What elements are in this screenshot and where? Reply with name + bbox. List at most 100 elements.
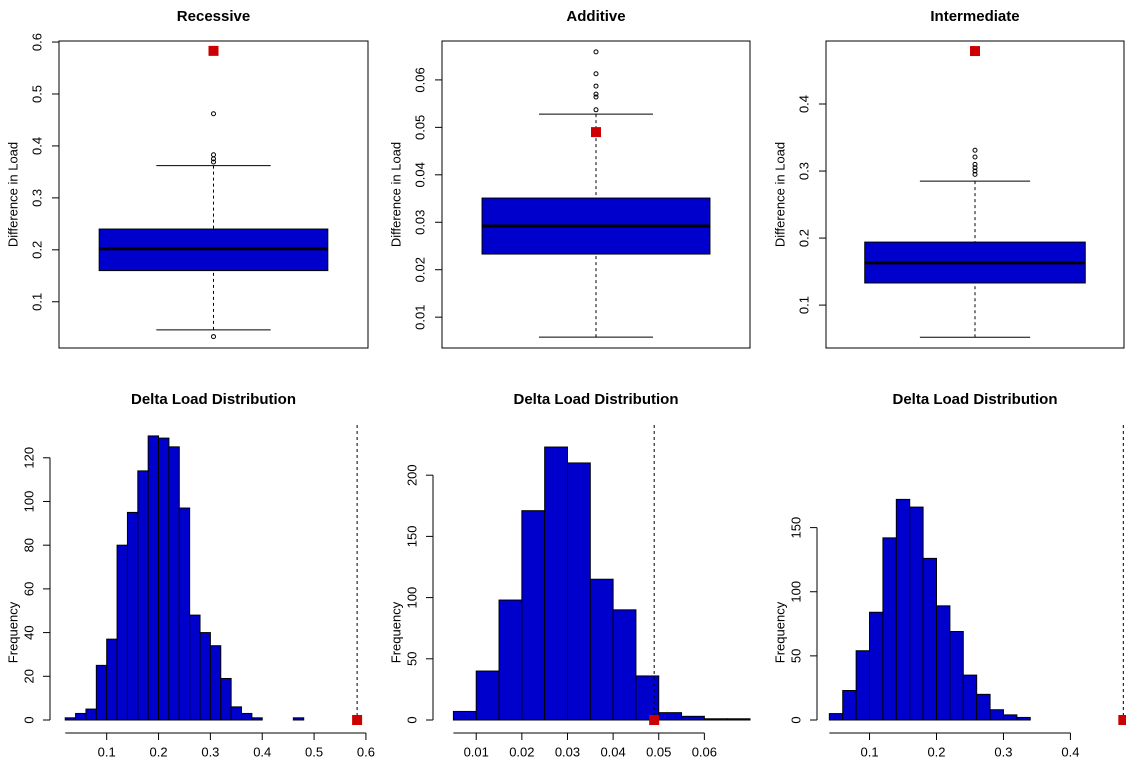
histogram-bar bbox=[976, 693, 991, 721]
histogram-bar bbox=[220, 677, 232, 721]
x-tick-label: 0.04 bbox=[600, 744, 625, 759]
y-tick-label: 20 bbox=[21, 669, 36, 683]
outlier bbox=[593, 94, 599, 100]
histogram-bar bbox=[137, 470, 149, 721]
outlier bbox=[972, 168, 978, 174]
panel-title: Delta Load Distribution bbox=[131, 391, 296, 408]
x-tick-label: 0.5 bbox=[305, 744, 323, 759]
histogram-bar bbox=[240, 712, 253, 721]
histogram-bar bbox=[544, 446, 568, 721]
x-tick-label: 0.4 bbox=[1061, 744, 1079, 759]
plot-frame bbox=[441, 40, 751, 349]
histogram-bar bbox=[612, 609, 637, 721]
outlier bbox=[211, 152, 216, 158]
x-tick-label: 0.2 bbox=[150, 744, 168, 759]
histogram-bar bbox=[106, 638, 118, 721]
y-tick-label: 0.1 bbox=[29, 293, 44, 311]
histogram-bar bbox=[521, 510, 546, 721]
y-tick-label: 100 bbox=[404, 587, 419, 609]
panel-title: Additive bbox=[566, 8, 625, 25]
x-tick-label: 0.2 bbox=[927, 744, 945, 759]
histogram-bar bbox=[178, 507, 191, 721]
outlier bbox=[593, 71, 599, 77]
y-tick-label: 0.5 bbox=[29, 85, 44, 103]
histogram-bar bbox=[922, 557, 937, 721]
histogram-bar bbox=[209, 645, 222, 721]
x-tick-label: 0.02 bbox=[509, 744, 534, 759]
y-tick-label: 0 bbox=[21, 716, 36, 723]
y-axis-label: Difference in Load bbox=[772, 142, 787, 247]
histogram-bar bbox=[147, 435, 160, 721]
x-tick-label: 0.01 bbox=[464, 744, 489, 759]
outlier bbox=[972, 171, 978, 177]
x-tick-label: 0.3 bbox=[994, 744, 1012, 759]
histogram-bar bbox=[251, 717, 263, 721]
histogram-bar bbox=[882, 537, 897, 721]
histogram-bar bbox=[1016, 716, 1031, 721]
histogram-bar bbox=[1002, 714, 1018, 721]
outlier bbox=[972, 147, 978, 153]
histogram-bar bbox=[895, 498, 911, 721]
panel-title: Delta Load Distribution bbox=[514, 391, 679, 408]
outlier bbox=[972, 165, 978, 171]
histogram-bar bbox=[855, 650, 871, 721]
y-tick-label: 50 bbox=[404, 652, 419, 666]
histogram-bar bbox=[828, 713, 844, 721]
histogram-bar bbox=[116, 544, 128, 721]
histogram-bar bbox=[230, 706, 242, 721]
y-tick-label: 0.4 bbox=[796, 95, 811, 113]
histogram-bar bbox=[199, 632, 211, 721]
y-tick-label: 100 bbox=[21, 491, 36, 513]
y-axis-label: Frequency bbox=[388, 601, 403, 663]
y-tick-label: 0.06 bbox=[412, 67, 427, 92]
marker bbox=[1118, 715, 1126, 725]
histogram-bar bbox=[909, 506, 924, 721]
outlier bbox=[593, 49, 599, 55]
x-tick-label: 0.06 bbox=[692, 744, 717, 759]
outlier bbox=[211, 334, 216, 340]
y-tick-label: 120 bbox=[21, 447, 36, 469]
histogram-bar bbox=[842, 690, 857, 721]
y-tick-label: 0.4 bbox=[29, 137, 44, 155]
histogram-bar bbox=[95, 664, 108, 721]
y-tick-label: 80 bbox=[21, 538, 36, 552]
x-tick-label: 0.3 bbox=[201, 744, 219, 759]
histogram-bar bbox=[452, 710, 477, 721]
outlier bbox=[593, 107, 599, 113]
y-axis-label: Frequency bbox=[5, 601, 20, 663]
histogram-bar bbox=[475, 670, 500, 721]
x-tick-label: 0.03 bbox=[555, 744, 580, 759]
y-tick-label: 0.3 bbox=[29, 189, 44, 207]
outlier bbox=[972, 161, 978, 167]
y-axis-label: Frequency bbox=[772, 601, 787, 663]
y-tick-label: 0.05 bbox=[412, 115, 427, 140]
panel-title: Delta Load Distribution bbox=[893, 391, 1058, 408]
marker bbox=[970, 46, 980, 57]
plot-frame bbox=[825, 40, 1125, 349]
histogram-bar bbox=[64, 717, 77, 721]
marker bbox=[649, 715, 660, 725]
panel-title: Recessive bbox=[177, 8, 250, 25]
histogram-bar bbox=[658, 712, 683, 721]
y-tick-label: 40 bbox=[21, 625, 36, 639]
x-tick-label: 0.1 bbox=[98, 744, 116, 759]
y-tick-label: 0.04 bbox=[412, 162, 427, 187]
histogram-bar bbox=[566, 462, 591, 721]
y-tick-label: 50 bbox=[788, 649, 803, 663]
marker bbox=[208, 45, 219, 56]
outlier bbox=[593, 91, 599, 97]
y-tick-label: 0.02 bbox=[412, 257, 427, 282]
histogram-bar bbox=[935, 605, 951, 721]
histogram-bar bbox=[962, 674, 978, 721]
outlier bbox=[593, 83, 599, 89]
y-tick-label: 0.1 bbox=[796, 296, 811, 314]
histogram-bar bbox=[869, 611, 884, 721]
y-tick-label: 0.03 bbox=[412, 210, 427, 235]
histogram-bar bbox=[498, 599, 523, 721]
y-tick-label: 0.3 bbox=[796, 162, 811, 180]
marker bbox=[352, 715, 363, 725]
y-axis-label: Difference in Load bbox=[388, 142, 403, 247]
plot-frame bbox=[58, 40, 369, 349]
outlier bbox=[211, 159, 216, 165]
